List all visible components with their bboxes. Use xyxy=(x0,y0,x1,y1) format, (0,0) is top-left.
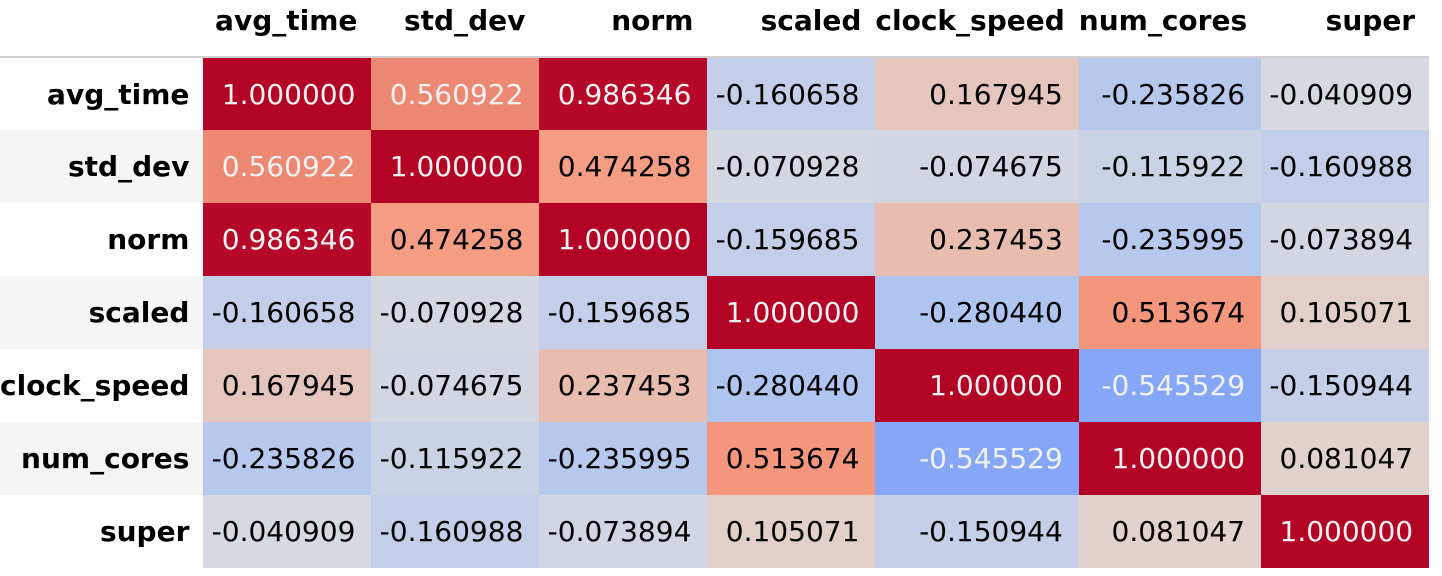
heatmap-cell: -0.235826 xyxy=(1078,57,1262,130)
corner-cell xyxy=(0,0,204,58)
column-header-avg_time: avg_time xyxy=(203,0,372,58)
table-row: std_dev 0.560922 1.000000 0.474258 -0.070928… xyxy=(0,130,1430,203)
row-header-super: super xyxy=(99,515,190,548)
row-header-avg_time: avg_time xyxy=(47,77,190,111)
heatmap-cell: 0.237453 xyxy=(539,349,708,422)
heatmap-cell: -0.545529 xyxy=(875,422,1079,495)
heatmap-cell: 0.560922 xyxy=(371,57,540,130)
column-header-norm: norm xyxy=(539,0,708,58)
heatmap-cell: 0.986346 xyxy=(539,57,708,130)
heatmap-cell: -0.040909 xyxy=(1261,57,1430,130)
heatmap-cell: -0.070928 xyxy=(371,276,540,349)
heatmap-cell: 0.237453 xyxy=(875,203,1079,276)
table-row: super -0.040909 -0.160988 -0.073894 0.105071… xyxy=(0,495,1430,568)
heatmap-cell: -0.159685 xyxy=(539,276,708,349)
heatmap-cell: -0.235995 xyxy=(539,422,708,495)
table-row: norm 0.986346 0.474258 1.000000 -0.159685 0.2… xyxy=(0,203,1430,276)
heatmap-cell: -0.074675 xyxy=(875,130,1079,203)
heatmap-cell: -0.073894 xyxy=(539,495,708,568)
heatmap-cell: 1.000000 xyxy=(203,57,372,130)
heatmap-cell: -0.150944 xyxy=(1261,349,1430,422)
heatmap-cell: -0.040909 xyxy=(203,495,372,568)
heatmap-cell: -0.159685 xyxy=(707,203,876,276)
heatmap-cell: -0.160658 xyxy=(707,57,876,130)
heatmap-cell: -0.160988 xyxy=(1261,130,1430,203)
heatmap-cell: -0.115922 xyxy=(1078,130,1262,203)
heatmap-cell: 0.081047 xyxy=(1261,422,1430,495)
column-header-super: super xyxy=(1261,0,1430,58)
heatmap-cell: 1.000000 xyxy=(707,276,876,349)
table-header: avg_time std_dev norm scaled clock_speed num_… xyxy=(0,0,1430,58)
heatmap-cell: 0.560922 xyxy=(203,130,372,203)
heatmap-cell: 0.081047 xyxy=(1078,495,1262,568)
heatmap-cell: -0.545529 xyxy=(1078,349,1262,422)
heatmap-cell: -0.074675 xyxy=(371,349,540,422)
heatmap-cell: 0.167945 xyxy=(203,349,372,422)
heatmap-cell: 1.000000 xyxy=(875,349,1079,422)
table-row: clock_speed 0.167945 -0.074675 0.237453 -0.2… xyxy=(0,349,1430,422)
heatmap-cell: -0.150944 xyxy=(875,495,1079,568)
column-header-std_dev: std_dev xyxy=(371,0,540,58)
heatmap-cell: -0.070928 xyxy=(707,130,876,203)
heatmap-cell: 0.474258 xyxy=(539,130,708,203)
heatmap-cell: -0.160988 xyxy=(371,495,540,568)
row-header-scaled: scaled xyxy=(0,276,204,349)
heatmap-cell: 1.000000 xyxy=(539,203,708,276)
heatmap-cell: 0.105071 xyxy=(707,495,876,568)
header-row: avg_time std_dev norm scaled clock_speed num_… xyxy=(0,0,1430,58)
heatmap-cell: -0.235826 xyxy=(203,422,372,495)
table-row: num_cores -0.235826 -0.115922 -0.235995 0.51… xyxy=(0,422,1430,495)
column-header-num_cores: num_cores xyxy=(1078,0,1262,58)
correlation-table: avg_time std_dev norm scaled clock_speed num_… xyxy=(0,0,1430,568)
heatmap-cell: -0.280440 xyxy=(707,349,876,422)
heatmap-cell: -0.115922 xyxy=(371,422,540,495)
table-row: scaled -0.160658 -0.070928 -0.159685 1.00000… xyxy=(0,276,1430,349)
row-header-num_cores: num_cores xyxy=(0,422,204,495)
heatmap-cell: 0.105071 xyxy=(1261,276,1430,349)
heatmap-cell: -0.235995 xyxy=(1078,203,1262,276)
column-header-clock_speed: clock_speed xyxy=(875,0,1079,58)
row-header-norm: norm xyxy=(107,223,190,256)
heatmap-cell: 1.000000 xyxy=(1261,495,1430,568)
heatmap-cell: 0.986346 xyxy=(203,203,372,276)
heatmap-cell: 1.000000 xyxy=(371,130,540,203)
heatmap-cell: -0.160658 xyxy=(203,276,372,349)
heatmap-cell: 0.513674 xyxy=(1078,276,1262,349)
heatmap-cell: 0.513674 xyxy=(707,422,876,495)
table-row: avg_time 1.000000 0.560922 0.986346 -0.16065… xyxy=(0,57,1430,130)
table-body: avg_time 1.000000 0.560922 0.986346 -0.16065… xyxy=(0,57,1430,568)
heatmap-cell: -0.073894 xyxy=(1261,203,1430,276)
heatmap-cell: -0.280440 xyxy=(875,276,1079,349)
row-header-clock_speed: clock_speed xyxy=(0,369,190,402)
heatmap-cell: 1.000000 xyxy=(1078,422,1262,495)
heatmap-cell: 0.474258 xyxy=(371,203,540,276)
heatmap-cell: 0.167945 xyxy=(875,57,1079,130)
row-header-std_dev: std_dev xyxy=(0,130,204,203)
column-header-scaled: scaled xyxy=(707,0,876,58)
